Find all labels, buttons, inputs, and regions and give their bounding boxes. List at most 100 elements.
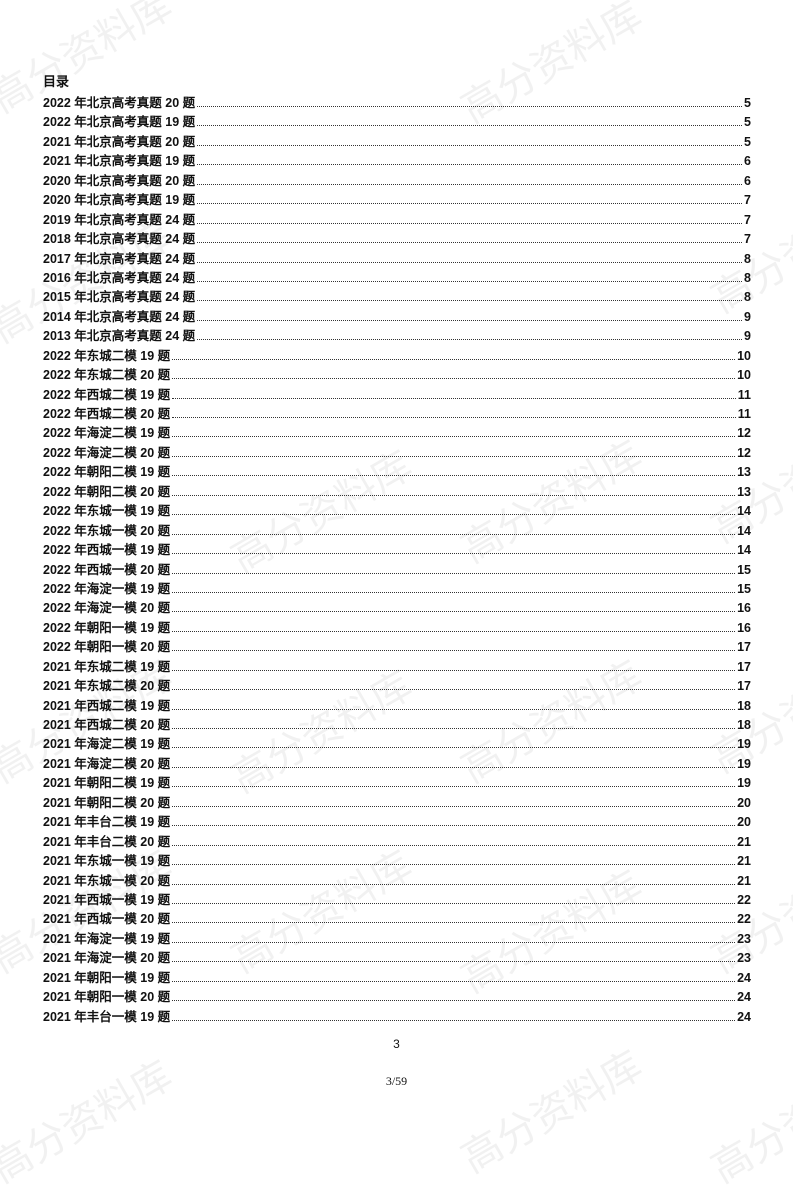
toc-entry[interactable]: 2022 年海淀一模 19 题 15 (43, 578, 751, 597)
toc-entry-label: 2020 年北京高考真题 19 题 (43, 193, 196, 208)
toc-entry-page: 10 (737, 348, 751, 363)
toc-entry[interactable]: 2021 年北京高考真题 19 题 6 (43, 150, 751, 169)
toc-entry[interactable]: 2021 年朝阳二模 20 题 20 (43, 792, 751, 811)
dot-leader (172, 591, 736, 593)
toc-entry-label: 2022 年北京高考真题 19 题 (43, 115, 196, 130)
toc-entry[interactable]: 2022 年朝阳二模 19 题 13 (43, 461, 751, 480)
toc-entry[interactable]: 2022 年海淀一模 20 题 16 (43, 597, 751, 616)
toc-entry[interactable]: 2013 年北京高考真题 24 题 9 (43, 325, 751, 344)
toc-entry[interactable]: 2022 年海淀二模 20 题 12 (43, 442, 751, 461)
toc-entry-page: 15 (737, 581, 751, 596)
toc-entry-label: 2022 年东城一模 19 题 (43, 504, 171, 519)
toc-entry[interactable]: 2021 年东城二模 20 题 17 (43, 675, 751, 694)
dot-leader (172, 844, 736, 846)
toc-entry[interactable]: 2022 年西城一模 19 题 14 (43, 539, 751, 558)
toc-entry[interactable]: 2021 年丰台二模 20 题 21 (43, 831, 751, 850)
toc-entry[interactable]: 2022 年朝阳一模 20 题 17 (43, 636, 751, 655)
toc-entry-label: 2018 年北京高考真题 24 题 (43, 232, 196, 247)
toc-entry[interactable]: 2021 年朝阳二模 19 题 19 (43, 772, 751, 791)
dot-leader (172, 455, 736, 457)
toc-entry-page: 14 (737, 543, 751, 558)
dot-leader (172, 572, 736, 574)
toc-entry[interactable]: 2021 年海淀一模 20 题 23 (43, 947, 751, 966)
toc-entry[interactable]: 2014 年北京高考真题 24 题 9 (43, 306, 751, 325)
toc-entry[interactable]: 2022 年西城二模 20 题 11 (43, 403, 751, 422)
toc-entry[interactable]: 2021 年西城二模 19 题 18 (43, 695, 751, 714)
toc-entry-label: 2022 年东城二模 20 题 (43, 368, 171, 383)
toc-entry-page: 13 (737, 484, 751, 499)
toc-entry-label: 2020 年北京高考真题 20 题 (43, 173, 196, 188)
toc-entry[interactable]: 2018 年北京高考真题 24 题 7 (43, 228, 751, 247)
toc-entry[interactable]: 2016 年北京高考真题 24 题 8 (43, 267, 751, 286)
toc-entry-page: 20 (737, 815, 751, 830)
toc-entry-label: 2021 年丰台二模 20 题 (43, 834, 171, 849)
dot-leader (197, 203, 743, 205)
dot-leader (197, 319, 743, 321)
toc-entry-label: 2021 年北京高考真题 20 题 (43, 134, 196, 149)
toc-entry[interactable]: 2021 年朝阳一模 20 题 24 (43, 986, 751, 1005)
toc-entry-label: 2021 年朝阳二模 20 题 (43, 795, 171, 810)
toc-entry[interactable]: 2022 年东城二模 19 题 10 (43, 345, 751, 364)
toc-entry-label: 2021 年西城二模 19 题 (43, 698, 171, 713)
toc-entry[interactable]: 2021 年东城一模 19 题 21 (43, 850, 751, 869)
toc-entry[interactable]: 2017 年北京高考真题 24 题 8 (43, 248, 751, 267)
toc-entry-page: 11 (737, 407, 751, 421)
toc-entry-label: 2021 年海淀二模 19 题 (43, 737, 171, 752)
toc-entry-label: 2021 年丰台一模 19 题 (43, 1009, 171, 1024)
toc-entry[interactable]: 2021 年西城二模 20 题 18 (43, 714, 751, 733)
toc-entry-page: 24 (737, 990, 751, 1005)
toc-entry-label: 2022 年北京高考真题 20 题 (43, 96, 196, 110)
toc-entry-page: 9 (744, 309, 751, 324)
toc-entry[interactable]: 2021 年西城一模 19 题 22 (43, 889, 751, 908)
dot-leader (197, 125, 743, 127)
dot-leader (172, 747, 736, 749)
toc-entry[interactable]: 2022 年朝阳二模 20 题 13 (43, 481, 751, 500)
toc-entry[interactable]: 2019 年北京高考真题 24 题 7 (43, 209, 751, 228)
toc-entry[interactable]: 2021 年丰台一模 19 题 24 (43, 1006, 751, 1025)
toc-entry[interactable]: 2015 年北京高考真题 24 题 8 (43, 286, 751, 305)
toc-entry-page: 7 (744, 212, 751, 227)
toc-entry[interactable]: 2021 年朝阳一模 19 题 24 (43, 967, 751, 986)
toc-entry-label: 2021 年朝阳一模 19 题 (43, 970, 171, 985)
toc-entry-label: 2017 年北京高考真题 24 题 (43, 251, 196, 266)
toc-entry[interactable]: 2022 年北京高考真题 20 题 5 (43, 92, 751, 111)
toc-entry[interactable]: 2022 年东城二模 20 题 10 (43, 364, 751, 383)
toc-entry[interactable]: 2020 年北京高考真题 20 题 6 (43, 170, 751, 189)
toc-entry-label: 2022 年西城二模 19 题 (43, 387, 171, 402)
toc-entry-page: 19 (737, 776, 751, 791)
toc-entry[interactable]: 2022 年东城一模 20 题 14 (43, 520, 751, 539)
table-of-contents: 2022 年北京高考真题 20 题 5 2022 年北京高考真题 19 题 5 2021… (43, 92, 751, 1025)
toc-entry[interactable]: 2021 年东城二模 19 题 17 (43, 656, 751, 675)
toc-entry[interactable]: 2021 年丰台二模 19 题 20 (43, 811, 751, 830)
toc-entry[interactable]: 2021 年西城一模 20 题 22 (43, 908, 751, 927)
toc-entry-page: 6 (744, 173, 751, 188)
toc-entry-label: 2022 年朝阳一模 19 题 (43, 620, 171, 635)
toc-entry-page: 12 (737, 445, 751, 460)
toc-entry[interactable]: 2021 年北京高考真题 20 题 5 (43, 131, 751, 150)
toc-entry[interactable]: 2022 年北京高考真题 19 题 5 (43, 111, 751, 130)
toc-entry[interactable]: 2022 年海淀二模 19 题 12 (43, 422, 751, 441)
page-number: 3 (393, 1037, 400, 1051)
toc-entry[interactable]: 2022 年东城一模 19 题 14 (43, 500, 751, 519)
dot-leader (197, 280, 743, 282)
toc-entry-page: 11 (737, 387, 751, 402)
dot-leader (197, 106, 743, 107)
toc-entry-label: 2022 年海淀二模 20 题 (43, 445, 171, 460)
toc-entry-label: 2022 年海淀一模 19 题 (43, 581, 171, 596)
toc-entry-page: 8 (744, 270, 751, 285)
toc-entry-page: 17 (737, 679, 751, 694)
toc-entry[interactable]: 2021 年海淀二模 20 题 19 (43, 753, 751, 772)
toc-entry-page: 13 (737, 465, 751, 480)
toc-entry[interactable]: 2022 年朝阳一模 19 题 16 (43, 617, 751, 636)
dot-leader (172, 883, 736, 885)
toc-entry[interactable]: 2022 年西城一模 20 题 15 (43, 559, 751, 578)
dot-leader (197, 222, 743, 224)
toc-entry[interactable]: 2022 年西城二模 19 题 11 (43, 384, 751, 403)
toc-entry[interactable]: 2021 年海淀一模 19 题 23 (43, 928, 751, 947)
toc-entry-label: 2022 年海淀二模 19 题 (43, 426, 171, 441)
toc-entry[interactable]: 2021 年海淀二模 19 题 19 (43, 733, 751, 752)
toc-entry-page: 5 (744, 134, 751, 149)
toc-entry[interactable]: 2021 年东城一模 20 题 21 (43, 870, 751, 889)
dot-leader (172, 514, 736, 516)
toc-entry[interactable]: 2020 年北京高考真题 19 题 7 (43, 189, 751, 208)
